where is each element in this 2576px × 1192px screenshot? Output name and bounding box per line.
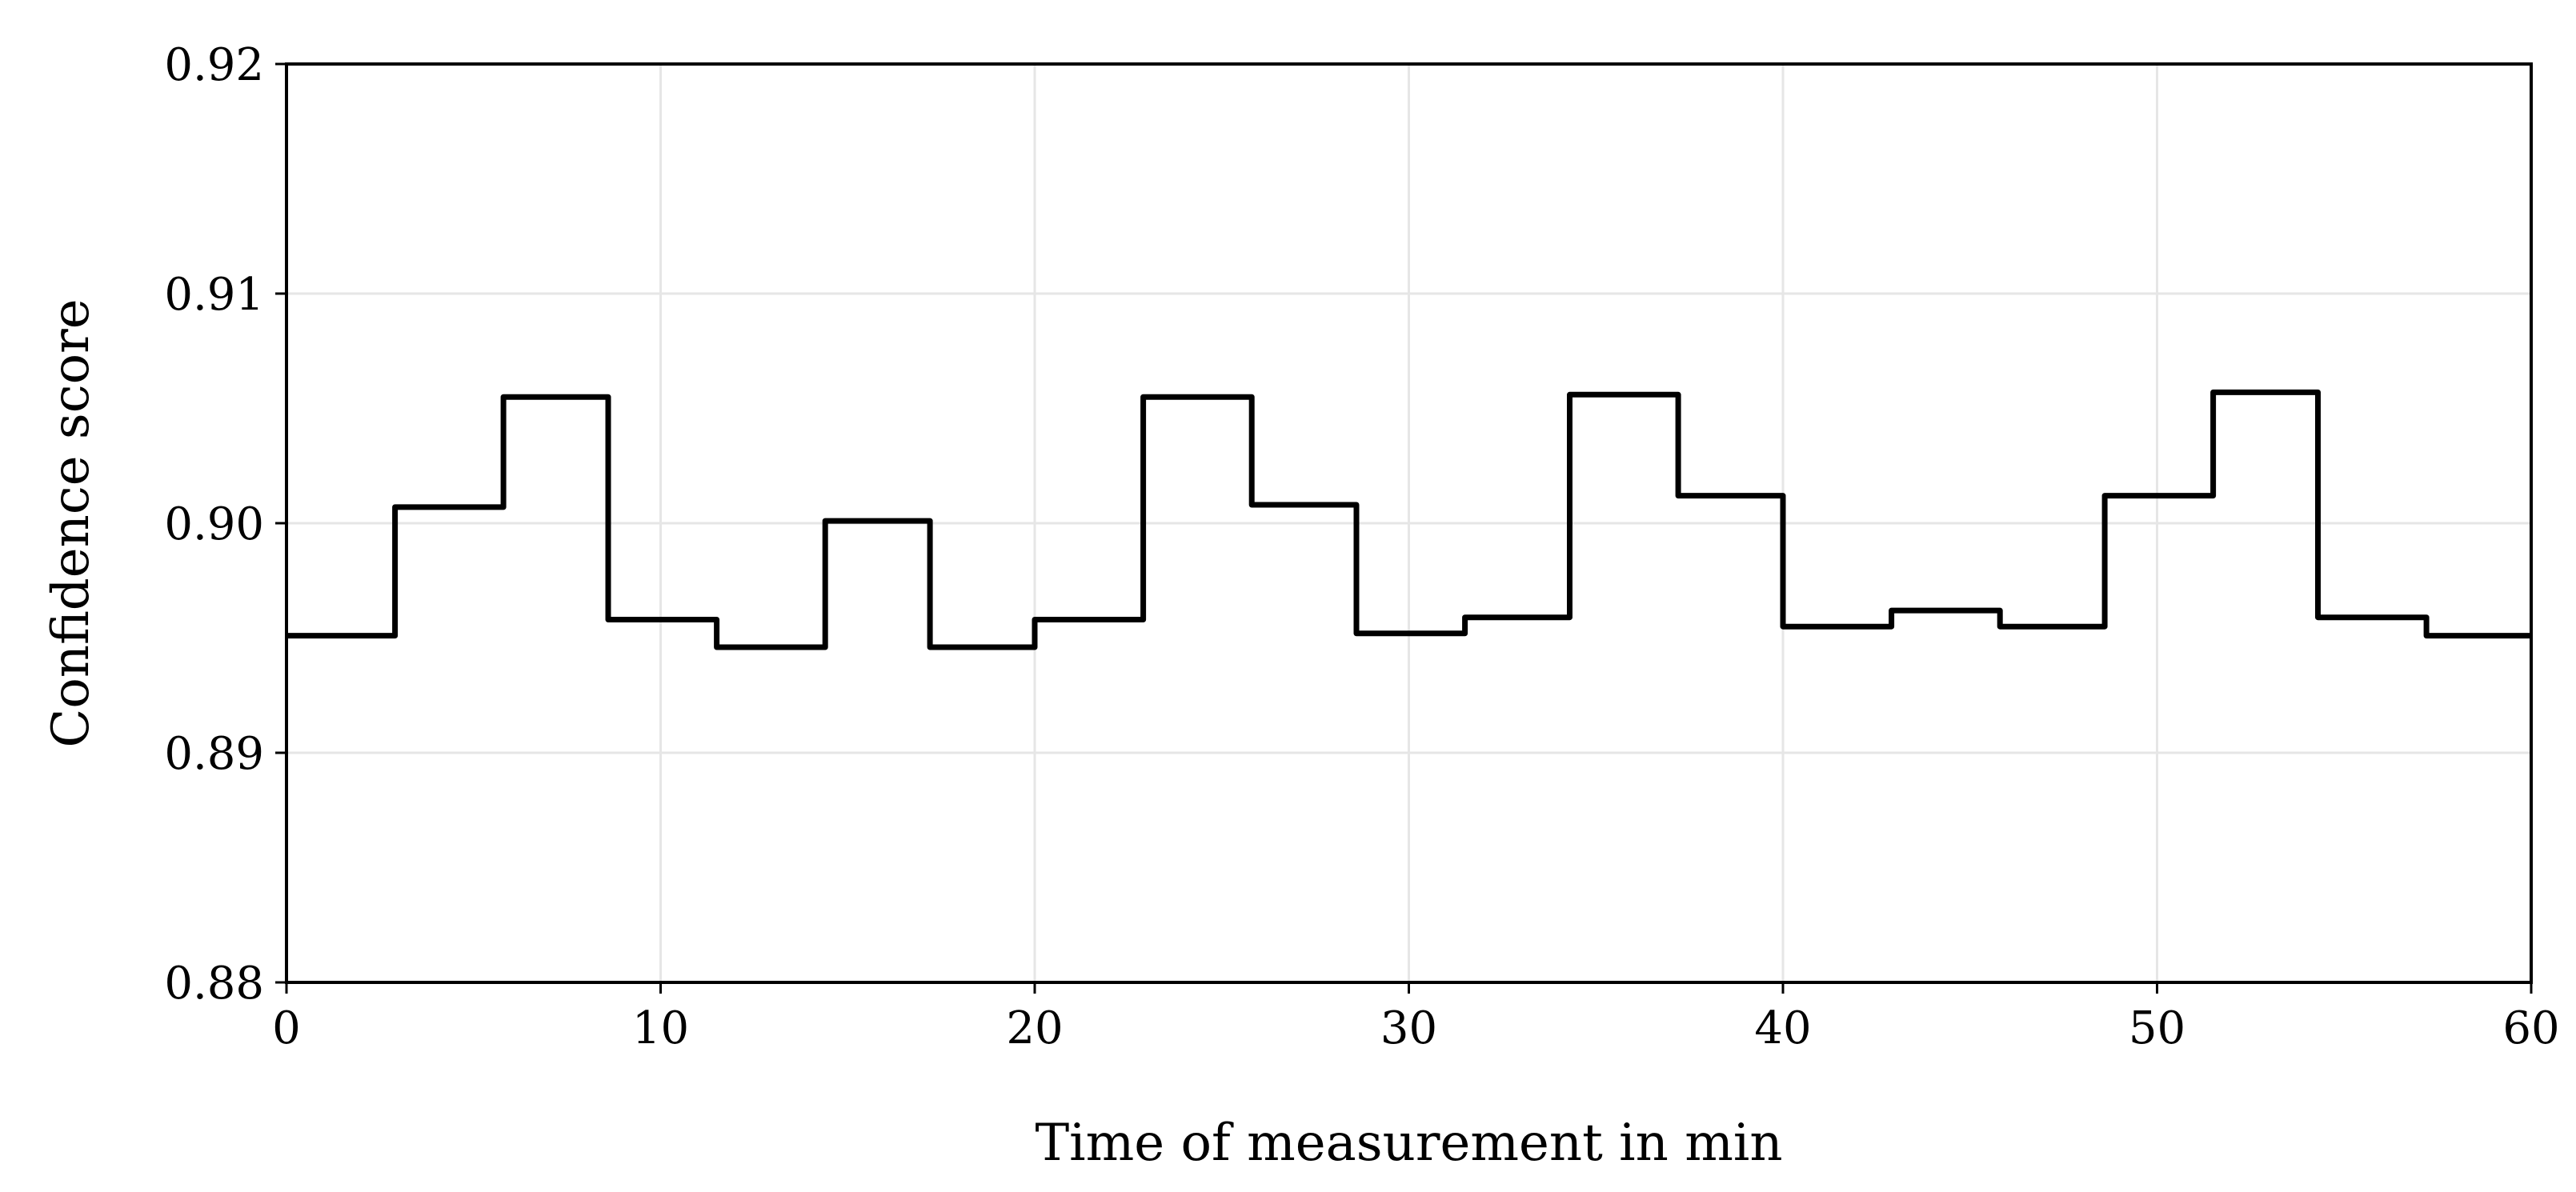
series-layer [286,389,2531,650]
y-tick-label: 0.92 [164,39,264,91]
x-axis-label: Time of measurement in min [1035,1114,1782,1173]
y-tick-label: 0.91 [164,269,264,321]
x-tick-label: 10 [632,1002,689,1054]
x-tick-label: 40 [1754,1002,1811,1054]
series-line [286,389,2531,650]
y-tick-label: 0.88 [164,958,264,1010]
y-axis-label: Confidence score [42,298,101,747]
tick-labels: 0 10 20 30 40 50 60 0.88 0.89 0.90 0.91 0.92 [164,39,2559,1054]
x-tick-label: 30 [1380,1002,1437,1054]
x-tick-label: 0 [272,1002,301,1054]
tick-marks [275,62,2533,994]
y-tick-label: 0.89 [164,728,264,780]
x-tick-label: 20 [1006,1002,1063,1054]
x-tick-label: 60 [2502,1002,2559,1054]
x-tick-label: 50 [2129,1002,2185,1054]
y-tick-label: 0.90 [164,498,264,550]
